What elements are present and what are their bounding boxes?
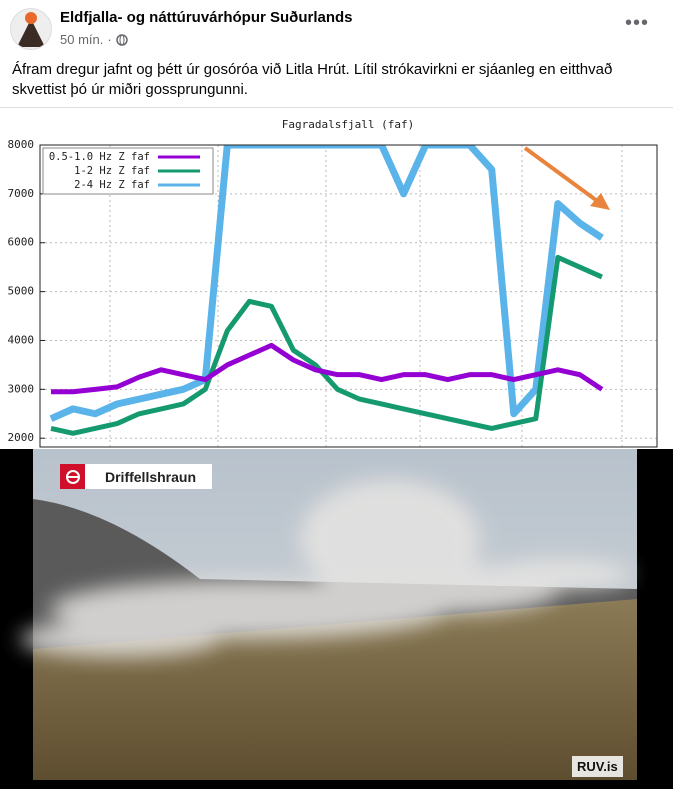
series-line	[50, 254, 603, 436]
legend-label: 2-4 Hz Z faf	[74, 179, 150, 191]
ruv-icon	[60, 464, 85, 489]
avatar[interactable]	[10, 8, 52, 50]
location-label: Driffellshraun	[105, 468, 197, 485]
location-tag: Driffellshraun	[60, 464, 212, 489]
author[interactable]: Eldfjalla- og náttúruvárhópur Suðurlands	[60, 9, 353, 26]
y-tick-label: 4000	[8, 333, 35, 346]
post-meta: 50 mín. ·	[60, 32, 128, 47]
post-text: Áfram dregur jafnt og þétt úr gosóróa vi…	[12, 61, 613, 98]
watermark: RUV.is	[572, 756, 623, 777]
avatar-icon	[17, 12, 45, 47]
legend-label: 0.5-1.0 Hz Z faf	[49, 151, 150, 163]
trend-arrow	[523, 146, 602, 205]
trend-arrow-head	[590, 193, 610, 210]
legend-label: 1-2 Hz Z faf	[74, 165, 150, 177]
y-tick-label: 5000	[8, 285, 35, 298]
y-tick-label: 6000	[8, 236, 35, 249]
photo-image	[20, 449, 637, 780]
y-tick-label: 2000	[8, 431, 35, 444]
y-tick-label: 3000	[8, 382, 35, 395]
plot-frame	[39, 144, 658, 448]
y-tick-label: 7000	[8, 187, 35, 200]
more-button[interactable]: •••	[624, 12, 649, 34]
timestamp[interactable]: 50 mín.	[60, 32, 104, 47]
chart: Fagradalsfjall (faf) 2000 3000 4000 5000 600…	[0, 108, 673, 448]
photo[interactable]	[0, 449, 673, 789]
y-tick-label: 8000	[8, 138, 35, 151]
divider	[0, 107, 673, 108]
series-line	[51, 342, 604, 395]
globe-icon	[115, 33, 128, 46]
chart-title: Fagradalsfjall (faf)	[282, 118, 414, 131]
series-line	[49, 145, 604, 422]
separator: ·	[107, 32, 112, 47]
